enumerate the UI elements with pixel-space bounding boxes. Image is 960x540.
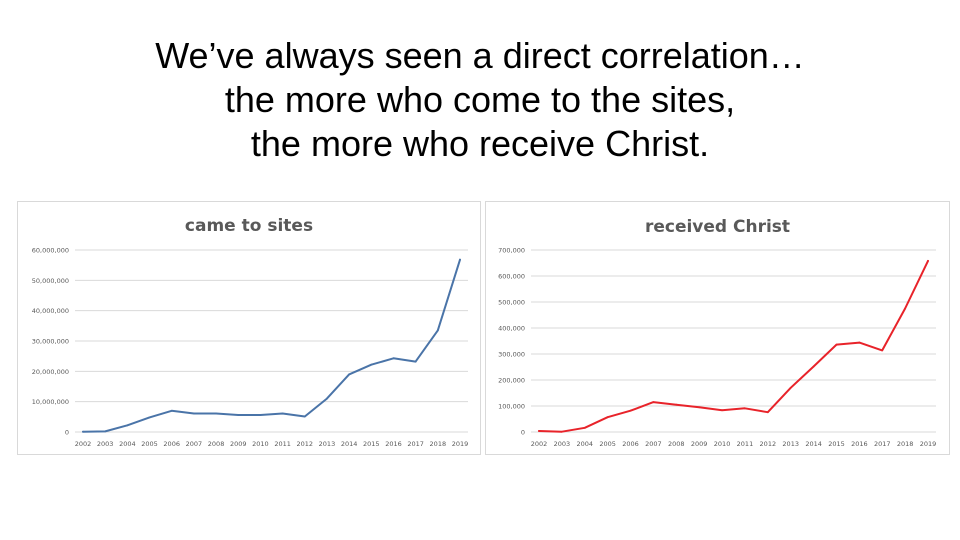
- x-tick-label: 2009: [691, 440, 708, 448]
- x-tick-label: 2005: [599, 440, 616, 448]
- x-tick-label: 2013: [782, 440, 799, 448]
- x-tick-label: 2011: [737, 440, 754, 448]
- x-tick-label: 2016: [385, 440, 402, 448]
- data-point: [606, 416, 609, 419]
- x-tick-label: 2017: [407, 440, 424, 448]
- x-tick-label: 2015: [363, 440, 380, 448]
- data-point: [652, 401, 655, 403]
- data-point: [675, 403, 678, 406]
- data-point: [259, 414, 262, 416]
- y-tick-label: 50,000,000: [32, 277, 69, 285]
- x-tick-label: 2004: [576, 440, 593, 448]
- series-line: [82, 258, 461, 433]
- x-tick-label: 2006: [622, 440, 639, 448]
- y-tick-label: 700,000: [498, 247, 525, 255]
- data-point: [192, 412, 195, 415]
- x-tick-label: 2015: [828, 440, 845, 448]
- x-tick-label: 2008: [668, 440, 685, 448]
- data-point: [148, 416, 151, 419]
- chart-received-christ-svg: received Christ 0 100,000 200,000 300,000 400…: [498, 217, 937, 448]
- data-point: [881, 349, 884, 352]
- data-point: [126, 424, 129, 427]
- data-point: [370, 363, 373, 366]
- data-point: [436, 329, 439, 332]
- x-tick-label: 2003: [554, 440, 571, 448]
- data-point: [904, 307, 907, 310]
- slide-title-line-1: We’ve always seen a direct correlation…: [155, 35, 805, 76]
- x-tick-label: 2004: [119, 440, 136, 448]
- data-point: [170, 409, 173, 412]
- data-point: [538, 430, 540, 432]
- x-tick-label: 2003: [97, 440, 114, 448]
- data-point: [281, 412, 284, 415]
- data-point: [82, 430, 84, 433]
- x-tick-label: 2012: [760, 440, 777, 448]
- y-tick-label: 300,000: [498, 351, 525, 359]
- x-tick-label: 2016: [851, 440, 868, 448]
- y-tick-label: 60,000,000: [32, 247, 69, 255]
- x-tick-label: 2008: [208, 440, 225, 448]
- x-tick-label: 2014: [805, 440, 822, 448]
- x-tick-label: 2018: [430, 440, 447, 448]
- chart-came-to-sites: came to sites 0 10,000,000 20,000,000 30,000…: [17, 201, 481, 455]
- data-point: [237, 414, 240, 416]
- data-point: [721, 409, 723, 412]
- series-line: [538, 259, 929, 433]
- data-point: [414, 360, 417, 363]
- data-point: [215, 412, 217, 415]
- x-tick-label: 2002: [531, 440, 548, 448]
- slide-title-line-2: the more who come to the sites,: [224, 79, 736, 120]
- data-point: [698, 406, 701, 409]
- data-point: [812, 365, 815, 368]
- x-tick-label: 2002: [75, 440, 92, 448]
- y-tick-label: 100,000: [498, 403, 525, 411]
- x-tick-label: 2011: [274, 440, 291, 448]
- x-tick-label: 2013: [319, 440, 336, 448]
- y-tick-label: 400,000: [498, 325, 525, 333]
- data-point: [560, 430, 563, 433]
- chart-title: came to sites: [185, 216, 313, 236]
- y-tick-label: 600,000: [498, 273, 525, 281]
- data-point: [303, 415, 306, 418]
- data-point: [858, 341, 861, 344]
- y-tick-label: 20,000,000: [32, 368, 69, 376]
- y-tick-label: 10,000,000: [32, 398, 69, 406]
- data-point: [392, 357, 395, 360]
- x-tick-label: 2017: [874, 440, 891, 448]
- x-tick-label: 2009: [230, 440, 247, 448]
- y-tick-label: 40,000,000: [32, 307, 69, 315]
- x-tick-label: 2019: [920, 440, 937, 448]
- data-point: [927, 260, 929, 262]
- data-point: [629, 409, 632, 412]
- y-tick-label: 500,000: [498, 299, 525, 307]
- x-tick-label: 2007: [645, 440, 662, 448]
- slide-title: We’ve always seen a direct correlation… …: [0, 34, 960, 166]
- y-tick-label: 200,000: [498, 377, 525, 385]
- data-point: [766, 411, 769, 414]
- data-point: [326, 397, 328, 400]
- data-point: [348, 373, 351, 376]
- x-tick-label: 2005: [141, 440, 158, 448]
- data-point: [104, 430, 107, 433]
- y-tick-label: 0: [521, 429, 525, 437]
- data-point: [583, 426, 586, 429]
- data-point: [744, 407, 746, 410]
- slide-title-line-3: the more who receive Christ.: [250, 123, 710, 164]
- data-point: [459, 258, 461, 261]
- x-tick-label: 2012: [296, 440, 313, 448]
- x-tick-label: 2014: [341, 440, 358, 448]
- y-tick-label: 30,000,000: [32, 338, 69, 346]
- x-tick-label: 2007: [186, 440, 203, 448]
- x-tick-label: 2006: [163, 440, 180, 448]
- data-point: [835, 343, 838, 346]
- x-tick-label: 2018: [897, 440, 914, 448]
- chart-received-christ: received Christ 0 100,000 200,000 300,000 400…: [485, 201, 950, 455]
- data-point: [789, 386, 792, 389]
- x-tick-label: 2010: [252, 440, 269, 448]
- x-tick-label: 2019: [452, 440, 469, 448]
- y-tick-label: 0: [65, 429, 69, 437]
- chart-came-to-sites-svg: came to sites 0 10,000,000 20,000,000 30,000…: [32, 216, 469, 448]
- chart-title: received Christ: [645, 217, 790, 237]
- x-tick-label: 2010: [714, 440, 731, 448]
